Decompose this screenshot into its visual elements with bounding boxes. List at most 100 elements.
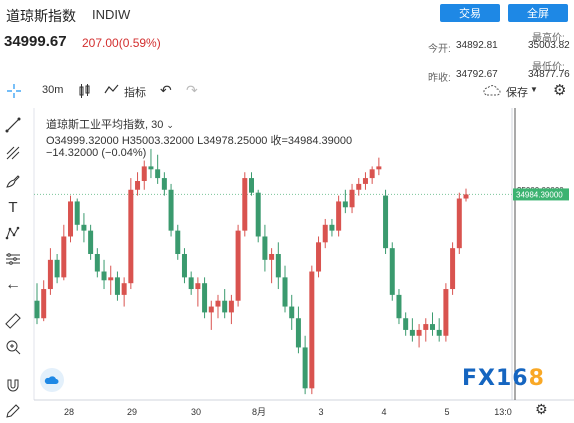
candle-body <box>275 254 281 278</box>
candle-body <box>61 236 67 278</box>
instrument-name: 道琼斯指数 <box>6 8 76 24</box>
candle-body <box>369 169 375 179</box>
candle-body <box>342 201 348 208</box>
settings-icon[interactable]: ⚙ <box>553 82 567 99</box>
candle-body <box>47 259 53 290</box>
candle-body <box>429 324 435 330</box>
last-price-badge <box>513 188 569 201</box>
candle-body <box>228 300 234 313</box>
instrument-code: INDIW <box>92 7 131 22</box>
x-tick-label: 13:0 <box>494 407 512 417</box>
low-label: 最低价: <box>532 62 565 73</box>
candle-body <box>262 236 268 260</box>
candle-body <box>41 289 47 319</box>
candle-body <box>121 283 127 295</box>
candle-body <box>302 347 308 389</box>
candle-body <box>68 201 74 237</box>
chart-legend-title: 道琼斯工业平均指数, 30 ⌄ <box>46 119 174 131</box>
redo-icon[interactable]: ↷ <box>186 82 198 98</box>
price-change: 207.00(0.59%) <box>82 36 161 50</box>
candle-body <box>168 189 174 231</box>
candle-body <box>88 230 94 254</box>
candle-body <box>202 283 208 313</box>
prev-close-label: 昨收: <box>428 73 451 84</box>
crosshair-icon[interactable] <box>6 83 22 102</box>
back-arrow-icon[interactable]: ← <box>5 276 21 293</box>
fullscreen-button[interactable]: 全屏 <box>508 4 568 22</box>
forecast-icon[interactable] <box>2 248 24 270</box>
candle-body <box>135 181 141 190</box>
candle-body <box>383 195 389 249</box>
candle-body <box>309 271 315 389</box>
candle-body <box>389 248 395 295</box>
candle-body <box>443 289 449 336</box>
candle-body <box>255 192 261 237</box>
undo-icon[interactable]: ↶ <box>160 82 172 98</box>
candle-body <box>74 201 80 225</box>
trade-button[interactable]: 交易 <box>440 4 500 22</box>
candle-body <box>362 178 368 184</box>
interval-selector[interactable]: 30m <box>42 84 64 96</box>
candle-body <box>295 318 301 348</box>
cloud-badge-icon[interactable] <box>40 368 64 392</box>
candle-body <box>269 254 275 260</box>
candle-body <box>322 224 328 243</box>
candle-body <box>436 329 442 336</box>
candle-body <box>181 254 187 278</box>
candle-body <box>463 194 469 199</box>
candle-body <box>222 300 228 313</box>
candle-type-icon[interactable] <box>78 83 92 102</box>
x-tick-label: 4 <box>381 407 386 417</box>
candle-body <box>108 277 114 281</box>
chart-legend-delta: −14.32000 (−0.04%) <box>46 147 147 159</box>
candle-body <box>188 277 194 290</box>
prev-close-value: 34792.67 <box>456 69 498 80</box>
x-tick-label: 5 <box>444 407 449 417</box>
candle-body <box>235 230 241 301</box>
chart-toolbar: 30m 指标 ↶ ↷ 保存 ▼ ⚙ <box>0 80 574 104</box>
high-label: 最高价: <box>532 33 565 44</box>
cloud-icon[interactable] <box>482 83 502 100</box>
legend-chevron-icon[interactable]: ⌄ <box>166 120 174 130</box>
candle-body <box>282 277 288 307</box>
pattern-icon[interactable] <box>2 222 24 244</box>
candle-body <box>249 178 254 193</box>
candle-body <box>175 230 181 254</box>
chevron-down-icon[interactable]: ▼ <box>530 85 538 94</box>
candle-body <box>34 300 40 319</box>
candle-body <box>114 277 120 295</box>
save-button[interactable]: 保存 <box>506 87 528 99</box>
low-value: 34877.76 <box>528 69 570 80</box>
magnet-icon[interactable] <box>2 374 24 396</box>
candle-body <box>208 306 214 313</box>
candle-body <box>155 169 161 179</box>
lock-pencil-icon[interactable] <box>2 400 24 422</box>
brush-icon[interactable] <box>2 170 24 192</box>
trend-line-icon[interactable] <box>2 114 24 136</box>
axis-settings-icon[interactable]: ⚙ <box>535 401 548 417</box>
ruler-icon[interactable] <box>2 310 24 332</box>
candle-body <box>349 189 355 208</box>
candle-body <box>94 254 100 272</box>
zoom-in-icon[interactable] <box>2 336 24 358</box>
x-tick-label: 28 <box>64 407 74 417</box>
indicators-button[interactable]: 指标 <box>124 87 146 99</box>
last-price-label: 34984.39000 <box>516 190 563 199</box>
candle-body <box>336 201 342 231</box>
fib-tool-icon[interactable] <box>2 142 24 164</box>
candle-body <box>416 329 422 336</box>
x-tick-label: 29 <box>127 407 137 417</box>
candle-body <box>376 166 382 170</box>
candle-body <box>316 242 322 272</box>
candle-body <box>148 166 154 170</box>
candle-body <box>329 224 335 231</box>
candle-body <box>215 300 221 307</box>
x-tick-label: 30 <box>191 407 201 417</box>
candle-body <box>161 178 167 190</box>
text-tool-icon[interactable]: T <box>8 198 18 216</box>
indicators-icon[interactable] <box>104 83 120 100</box>
open-value: 34892.81 <box>456 40 498 51</box>
current-price: 34999.67 <box>4 33 67 50</box>
